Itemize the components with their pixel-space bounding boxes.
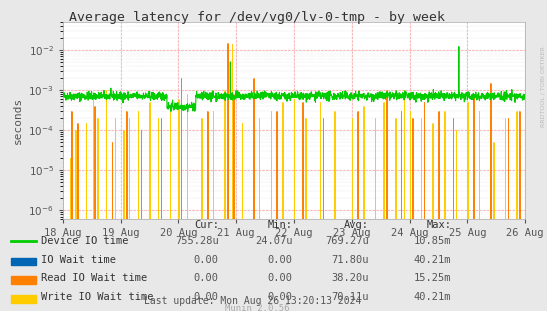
Text: 40.21m: 40.21m bbox=[414, 292, 451, 302]
Text: Avg:: Avg: bbox=[344, 220, 369, 230]
Text: Device IO time: Device IO time bbox=[41, 236, 129, 246]
Text: 755.28u: 755.28u bbox=[175, 236, 219, 246]
Text: Last update: Mon Aug 26 13:20:13 2024: Last update: Mon Aug 26 13:20:13 2024 bbox=[144, 296, 361, 306]
Text: IO Wait time: IO Wait time bbox=[41, 255, 116, 265]
Text: Cur:: Cur: bbox=[194, 220, 219, 230]
Text: RRDTOOL / TOBI OETIKER: RRDTOOL / TOBI OETIKER bbox=[540, 47, 545, 128]
Text: 0.00: 0.00 bbox=[194, 292, 219, 302]
Text: Read IO Wait time: Read IO Wait time bbox=[41, 273, 147, 283]
Text: 24.07u: 24.07u bbox=[255, 236, 293, 246]
Text: 38.20u: 38.20u bbox=[331, 273, 369, 283]
Text: 70.11u: 70.11u bbox=[331, 292, 369, 302]
Text: 0.00: 0.00 bbox=[267, 292, 293, 302]
Text: 0.00: 0.00 bbox=[267, 255, 293, 265]
Text: 71.80u: 71.80u bbox=[331, 255, 369, 265]
Text: Munin 2.0.56: Munin 2.0.56 bbox=[225, 304, 289, 311]
Text: 15.25m: 15.25m bbox=[414, 273, 451, 283]
Text: 0.00: 0.00 bbox=[267, 273, 293, 283]
Text: 769.27u: 769.27u bbox=[325, 236, 369, 246]
Text: 0.00: 0.00 bbox=[194, 273, 219, 283]
Text: 0.00: 0.00 bbox=[194, 255, 219, 265]
Text: Min:: Min: bbox=[267, 220, 293, 230]
Text: 10.85m: 10.85m bbox=[414, 236, 451, 246]
Text: Write IO Wait time: Write IO Wait time bbox=[41, 292, 154, 302]
Y-axis label: seconds: seconds bbox=[13, 97, 23, 144]
Text: 40.21m: 40.21m bbox=[414, 255, 451, 265]
Text: Average latency for /dev/vg0/lv-0-tmp - by week: Average latency for /dev/vg0/lv-0-tmp - … bbox=[69, 11, 445, 24]
Text: Max:: Max: bbox=[426, 220, 451, 230]
